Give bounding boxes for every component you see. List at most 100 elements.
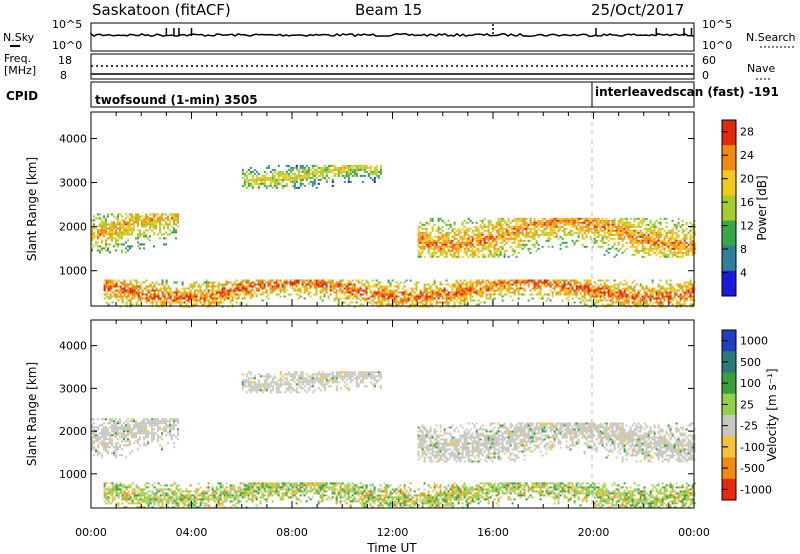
- echo-cell: [569, 221, 572, 224]
- echo-cell: [309, 172, 312, 175]
- echo-cell: [155, 287, 158, 290]
- echo-cell: [481, 247, 484, 250]
- echo-cell: [629, 285, 632, 288]
- echo-cell: [551, 229, 554, 232]
- echo-cell: [591, 221, 594, 224]
- echo-cell: [443, 237, 446, 240]
- echo-cell: [689, 239, 692, 242]
- echo-cell: [565, 291, 568, 294]
- echo-cell: [593, 237, 596, 240]
- echo-cell: [589, 217, 592, 220]
- echo-cell: [335, 168, 338, 171]
- echo-cell: [255, 180, 258, 183]
- echo-cell: [107, 430, 109, 433]
- echo-cell: [529, 223, 532, 226]
- echo-cell: [93, 237, 95, 240]
- echo-cell: [583, 237, 586, 240]
- echo-cell: [677, 233, 680, 236]
- echo-cell: [113, 279, 116, 282]
- echo-cell: [677, 243, 680, 246]
- echo-cell: [507, 223, 510, 226]
- echo-cell: [657, 285, 660, 288]
- echo-cell: [673, 295, 676, 298]
- echo-cell: [275, 283, 278, 286]
- echo-cell: [315, 283, 318, 286]
- echo-cell: [503, 219, 506, 222]
- echo-cell: [299, 174, 302, 177]
- echo-cell: [521, 223, 524, 226]
- echo-cell: [135, 217, 137, 220]
- echo-cell: [633, 229, 636, 232]
- echo-cell: [203, 289, 206, 292]
- echo-cell: [649, 301, 652, 304]
- echo-cell: [515, 233, 518, 236]
- echo-cell: [229, 301, 232, 304]
- echo-cell: [115, 229, 117, 232]
- echo-cell: [307, 174, 310, 177]
- echo-cell: [445, 223, 448, 226]
- echo-cell: [501, 289, 504, 292]
- echo-cell: [103, 227, 105, 230]
- echo-cell: [631, 253, 634, 256]
- echo-cell: [641, 297, 644, 300]
- echo-cell: [591, 295, 594, 298]
- echo-cell: [575, 219, 578, 222]
- cpid-panel: CPID twofsound (1-min) 3505 interleaveds…: [6, 81, 779, 108]
- echo-cell: [459, 301, 462, 304]
- echo-cell: [119, 444, 121, 447]
- echo-cell: [483, 225, 486, 228]
- echo-cell: [111, 430, 113, 433]
- echo-cell: [115, 233, 117, 236]
- echo-cell: [681, 219, 684, 222]
- echo-cell: [669, 299, 672, 302]
- echo-cell: [693, 241, 696, 244]
- echo-cell: [499, 249, 502, 252]
- echo-cell: [159, 422, 161, 425]
- echo-cell: [223, 287, 226, 290]
- echo-cell: [243, 172, 246, 175]
- echo-cell: [267, 285, 270, 288]
- echo-cell: [297, 176, 300, 179]
- echo-cell: [603, 231, 606, 234]
- echo-cell: [151, 428, 153, 431]
- echo-cell: [309, 283, 312, 286]
- echo-cell: [359, 299, 362, 302]
- echo-cell: [129, 424, 131, 427]
- echo-cell: [153, 422, 155, 425]
- echo-cell: [649, 253, 652, 256]
- echo-cell: [391, 293, 394, 296]
- echo-cell: [109, 436, 111, 439]
- echo-cell: [109, 432, 111, 435]
- echo-cell: [121, 223, 123, 226]
- echo-cell: [691, 249, 694, 252]
- echo-cell: [457, 285, 460, 288]
- echo-cell: [427, 287, 430, 290]
- echo-cell: [261, 287, 264, 290]
- echo-cell: [459, 295, 462, 298]
- echo-cell: [689, 241, 692, 244]
- echo-cell: [249, 170, 252, 173]
- nsky-panel: N.Sky 10^5 10^0 10^5 10^0 N.Search: [3, 18, 796, 52]
- echo-cell: [93, 235, 95, 238]
- echo-cell: [645, 287, 648, 290]
- echo-cell: [133, 221, 135, 224]
- echo-cell: [151, 440, 153, 443]
- echo-cell: [111, 225, 113, 228]
- echo-cell: [119, 422, 121, 425]
- echo-cell: [453, 227, 456, 230]
- echo-cell: [137, 295, 140, 298]
- echo-cell: [603, 285, 606, 288]
- echo-cell: [103, 438, 105, 441]
- echo-cell: [659, 233, 662, 236]
- echo-cell: [543, 223, 546, 226]
- echo-cell: [267, 176, 270, 179]
- echo-cell: [469, 241, 472, 244]
- echo-cell: [235, 289, 238, 292]
- echo-cell: [485, 287, 488, 290]
- echo-cell: [91, 446, 93, 449]
- echo-cell: [259, 285, 262, 288]
- echo-cell: [325, 289, 328, 292]
- echo-cell: [489, 241, 492, 244]
- echo-cell: [141, 422, 143, 425]
- echo-cell: [129, 223, 131, 226]
